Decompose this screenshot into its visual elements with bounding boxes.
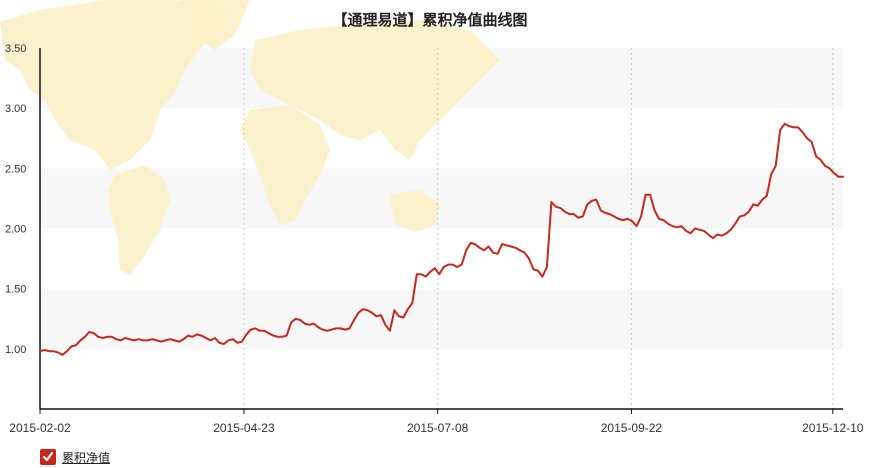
x-tick-label: 2015-04-23 <box>213 421 275 435</box>
checkbox-checked-icon[interactable] <box>40 449 56 465</box>
chart-title: 【通理易道】累积净值曲线图 <box>332 11 527 29</box>
grid-band <box>40 288 843 349</box>
y-tick-label: 2.50 <box>5 163 26 175</box>
y-tick-label: 2.00 <box>5 224 26 236</box>
plot-axes <box>39 48 843 410</box>
legend-item-nav[interactable]: 累积净值 <box>40 447 110 467</box>
legend-label: 累积净值 <box>62 450 111 465</box>
y-tick-label: 3.50 <box>5 43 26 55</box>
plot-grid <box>243 48 834 409</box>
y-tick-label: 3.00 <box>5 103 26 115</box>
world-map-watermark <box>0 0 500 275</box>
x-tick-label: 2015-02-02 <box>9 421 71 435</box>
y-axis-ticks: 1.00 1.50 2.00 2.50 3.00 3.50 <box>5 43 26 356</box>
x-tick-label: 2015-12-10 <box>802 421 864 435</box>
grid-band <box>40 168 843 229</box>
x-tick-label: 2015-09-22 <box>601 421 663 435</box>
x-axis-ticks: 2015-02-02 2015-04-23 2015-07-08 2015-09-22… <box>9 409 864 435</box>
y-tick-label: 1.00 <box>5 344 26 356</box>
series-line-nav <box>39 122 844 356</box>
x-tick-label: 2015-07-08 <box>407 421 469 435</box>
y-tick-label: 1.50 <box>5 284 26 296</box>
